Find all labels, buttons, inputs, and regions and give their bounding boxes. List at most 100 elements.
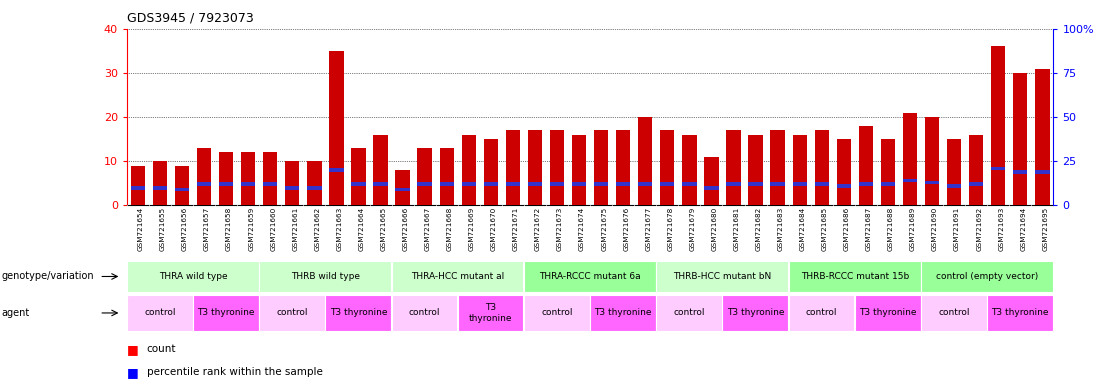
Text: control: control [939,308,970,318]
Text: GSM721674: GSM721674 [579,207,585,251]
Bar [682,186,697,205]
Bar [656,261,789,292]
Text: GSM721663: GSM721663 [336,207,342,251]
Text: agent: agent [1,308,30,318]
Bar [174,188,190,205]
Bar [656,295,722,331]
Text: T3 thyronine: T3 thyronine [727,308,784,318]
Text: GSM721685: GSM721685 [822,207,827,251]
Bar [524,295,590,331]
Text: GSM721686: GSM721686 [844,207,849,251]
Bar [792,186,806,205]
Bar [968,186,983,205]
Bar [990,170,1005,205]
Text: GSM721676: GSM721676 [623,207,629,251]
Text: T3 thyronine: T3 thyronine [859,308,917,318]
Bar [990,46,1005,205]
Text: GSM721684: GSM721684 [800,207,805,251]
Bar [259,261,392,292]
Bar [127,261,259,292]
Bar [307,186,322,205]
Bar [792,135,806,205]
Text: T3 thyronine: T3 thyronine [330,308,387,318]
Text: GSM721670: GSM721670 [491,207,496,251]
Bar [193,295,259,331]
Bar [174,166,190,205]
Bar [836,188,852,205]
Bar [505,182,521,205]
Bar [524,261,656,292]
Bar [549,182,564,205]
Bar [770,131,784,205]
Bar [946,184,961,205]
Bar [638,117,652,205]
Bar [351,186,366,205]
Text: GSM721667: GSM721667 [425,207,430,251]
Text: count: count [147,344,176,354]
Text: control: control [144,308,175,318]
Text: T3 thyronine: T3 thyronine [992,308,1049,318]
Bar [392,261,524,292]
Bar [461,186,476,205]
Bar [218,152,234,205]
Text: GSM721657: GSM721657 [204,207,210,251]
Text: ■: ■ [127,366,139,379]
Bar [987,295,1053,331]
Bar [218,182,234,205]
Text: GSM721690: GSM721690 [932,207,938,251]
Bar [439,186,454,205]
Bar [814,131,828,205]
Text: control: control [409,308,440,318]
Bar [615,182,630,205]
Bar [660,131,674,205]
Bar [263,152,278,205]
Bar [858,182,872,205]
Bar [483,139,497,205]
Text: control: control [806,308,837,318]
Text: GSM721689: GSM721689 [910,207,915,251]
Bar [240,152,255,205]
Bar [240,186,255,205]
Bar [615,186,630,205]
Bar [814,186,828,205]
Bar [638,186,652,205]
Bar [748,135,762,205]
Bar [130,166,146,205]
Bar [704,186,719,205]
Bar [240,182,255,205]
Bar [263,182,278,205]
Text: GSM721677: GSM721677 [645,207,651,251]
Text: GSM721694: GSM721694 [1020,207,1026,251]
Bar [902,182,917,205]
Bar [880,186,895,205]
Bar [660,182,674,205]
Bar [990,167,1005,205]
Bar [590,295,656,331]
Bar [351,148,366,205]
Bar [682,135,697,205]
Text: THRB-RCCC mutant 15b: THRB-RCCC mutant 15b [801,272,909,281]
Text: T3 thyronine: T3 thyronine [197,308,255,318]
Bar [527,186,542,205]
Bar [1013,170,1027,205]
Bar [921,295,987,331]
Bar [417,186,432,205]
Bar [902,179,917,205]
Bar [855,295,921,331]
Bar [1035,68,1049,205]
Bar [858,126,872,205]
Text: GSM721675: GSM721675 [601,207,607,251]
Bar [814,182,828,205]
Bar [1035,170,1049,205]
Bar [329,172,344,205]
Bar [789,261,921,292]
Text: GSM721664: GSM721664 [358,207,364,251]
Bar [527,131,542,205]
Bar [392,295,458,331]
Text: GSM721655: GSM721655 [160,207,165,251]
Bar [858,186,872,205]
Bar [880,182,895,205]
Bar [549,186,564,205]
Bar [792,182,806,205]
Bar [880,139,895,205]
